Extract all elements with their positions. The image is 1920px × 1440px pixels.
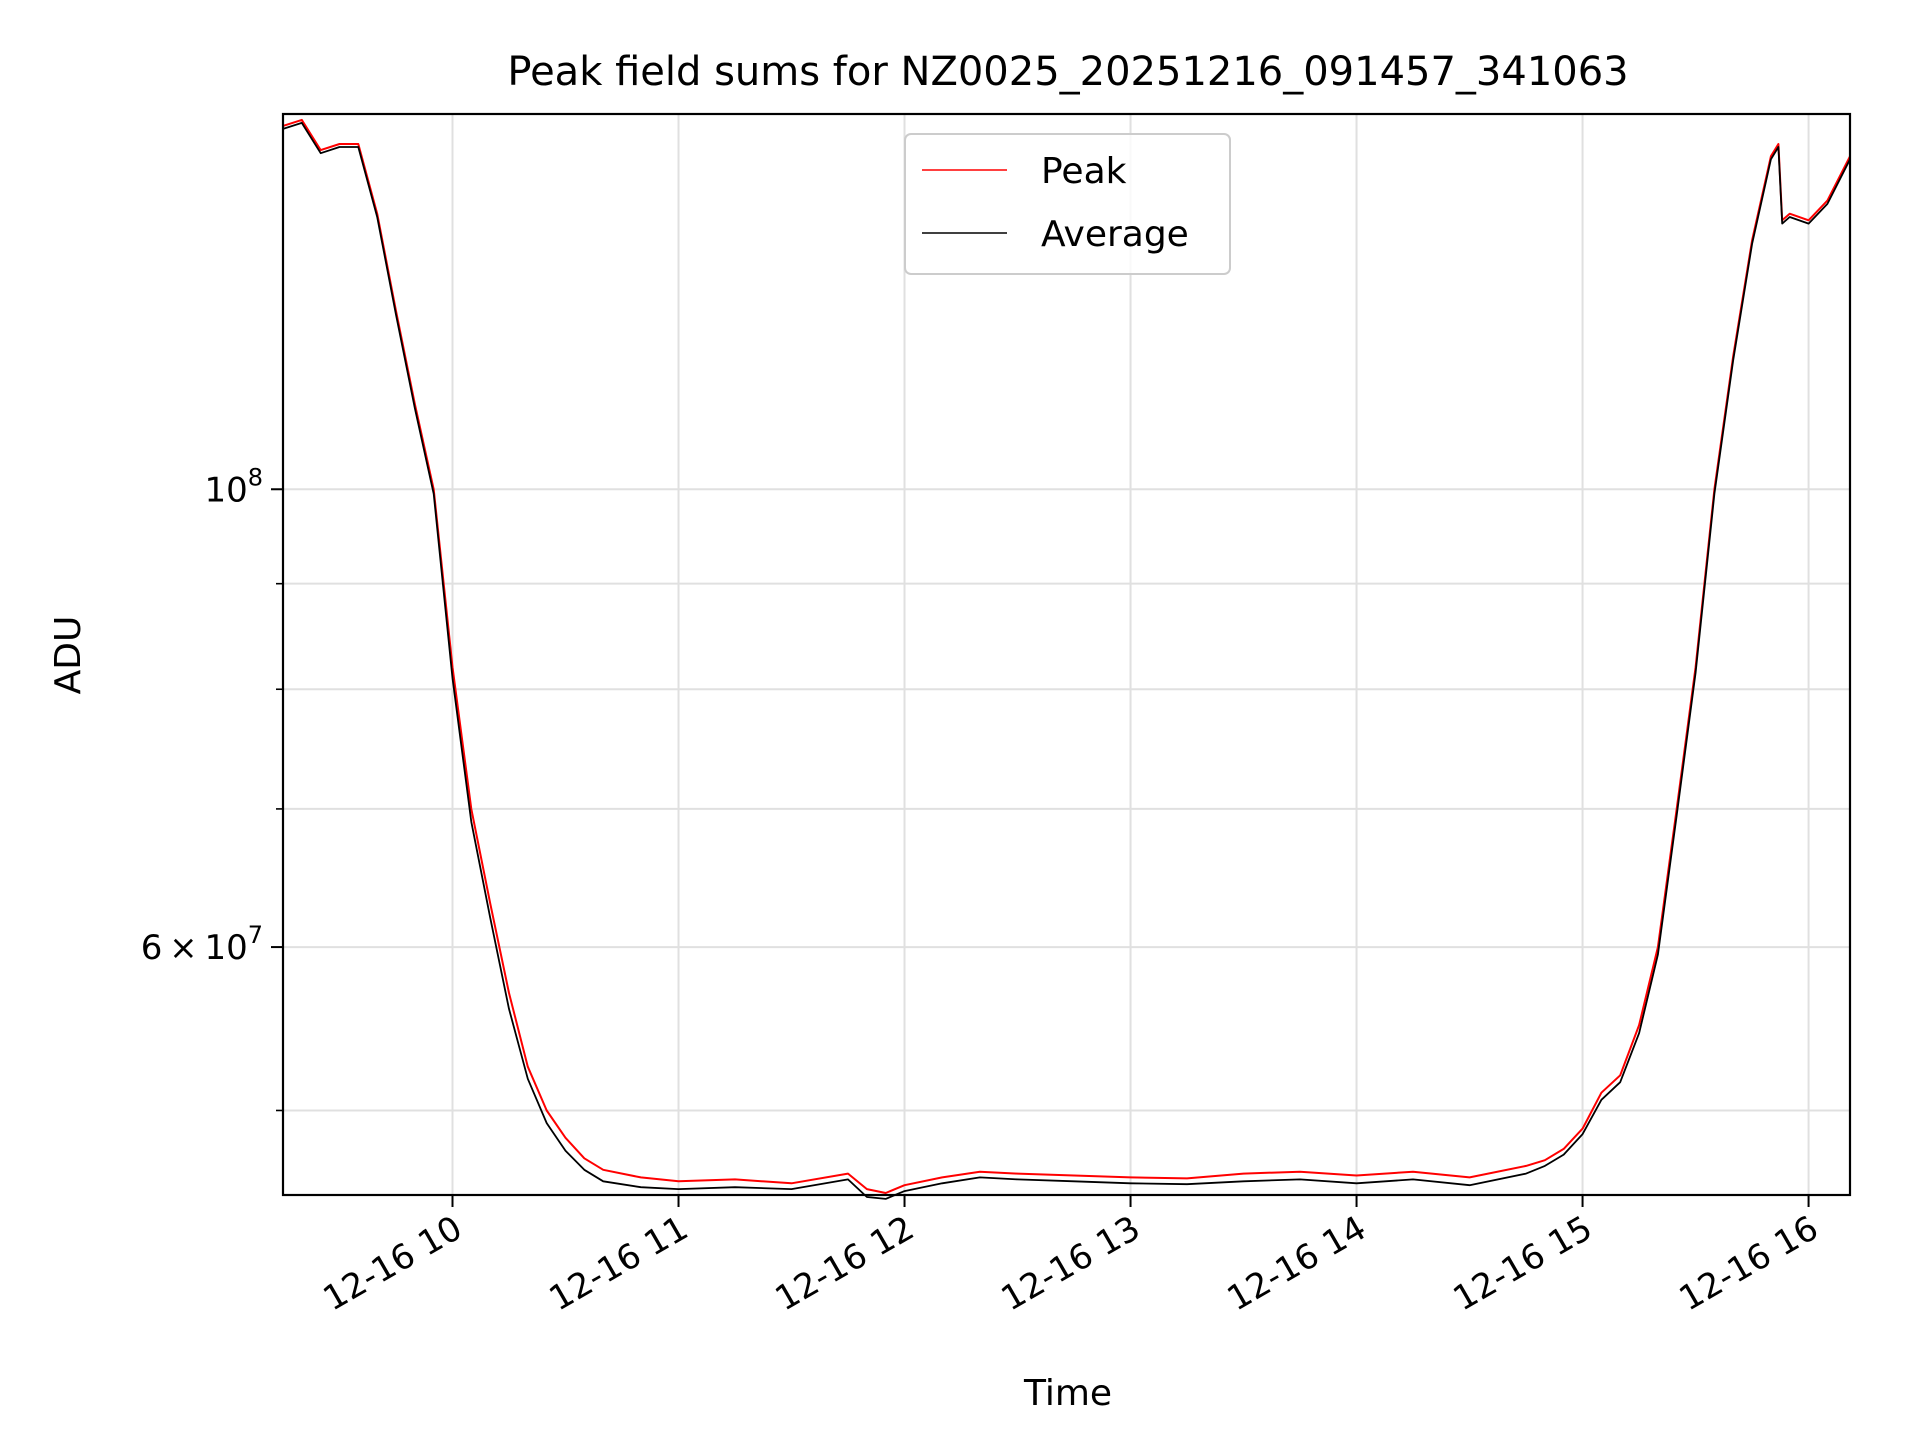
- legend-box: [904, 133, 1231, 275]
- plot-background: [283, 114, 1850, 1195]
- grid: [283, 114, 1850, 1195]
- legend-label-peak: Peak: [1041, 151, 1127, 192]
- plot-frame: [281, 112, 1852, 1197]
- y-tick-label: 6 × 107: [141, 921, 263, 968]
- plot-lines: [282, 118, 1851, 1200]
- y-axis-label: ADU: [48, 616, 89, 695]
- legend-label-average: Average: [1041, 214, 1189, 255]
- series-line-average: [282, 122, 1851, 1200]
- chart-title: Peak field sums for NZ0025_20251216_0914…: [507, 49, 1628, 95]
- y-tick-label: 108: [204, 463, 263, 510]
- y-axis: 6 × 107 108: [141, 463, 283, 1112]
- legend: Peak Average: [904, 133, 1231, 275]
- x-axis-label: Time: [1023, 1373, 1112, 1414]
- plot-area: [281, 112, 1852, 1200]
